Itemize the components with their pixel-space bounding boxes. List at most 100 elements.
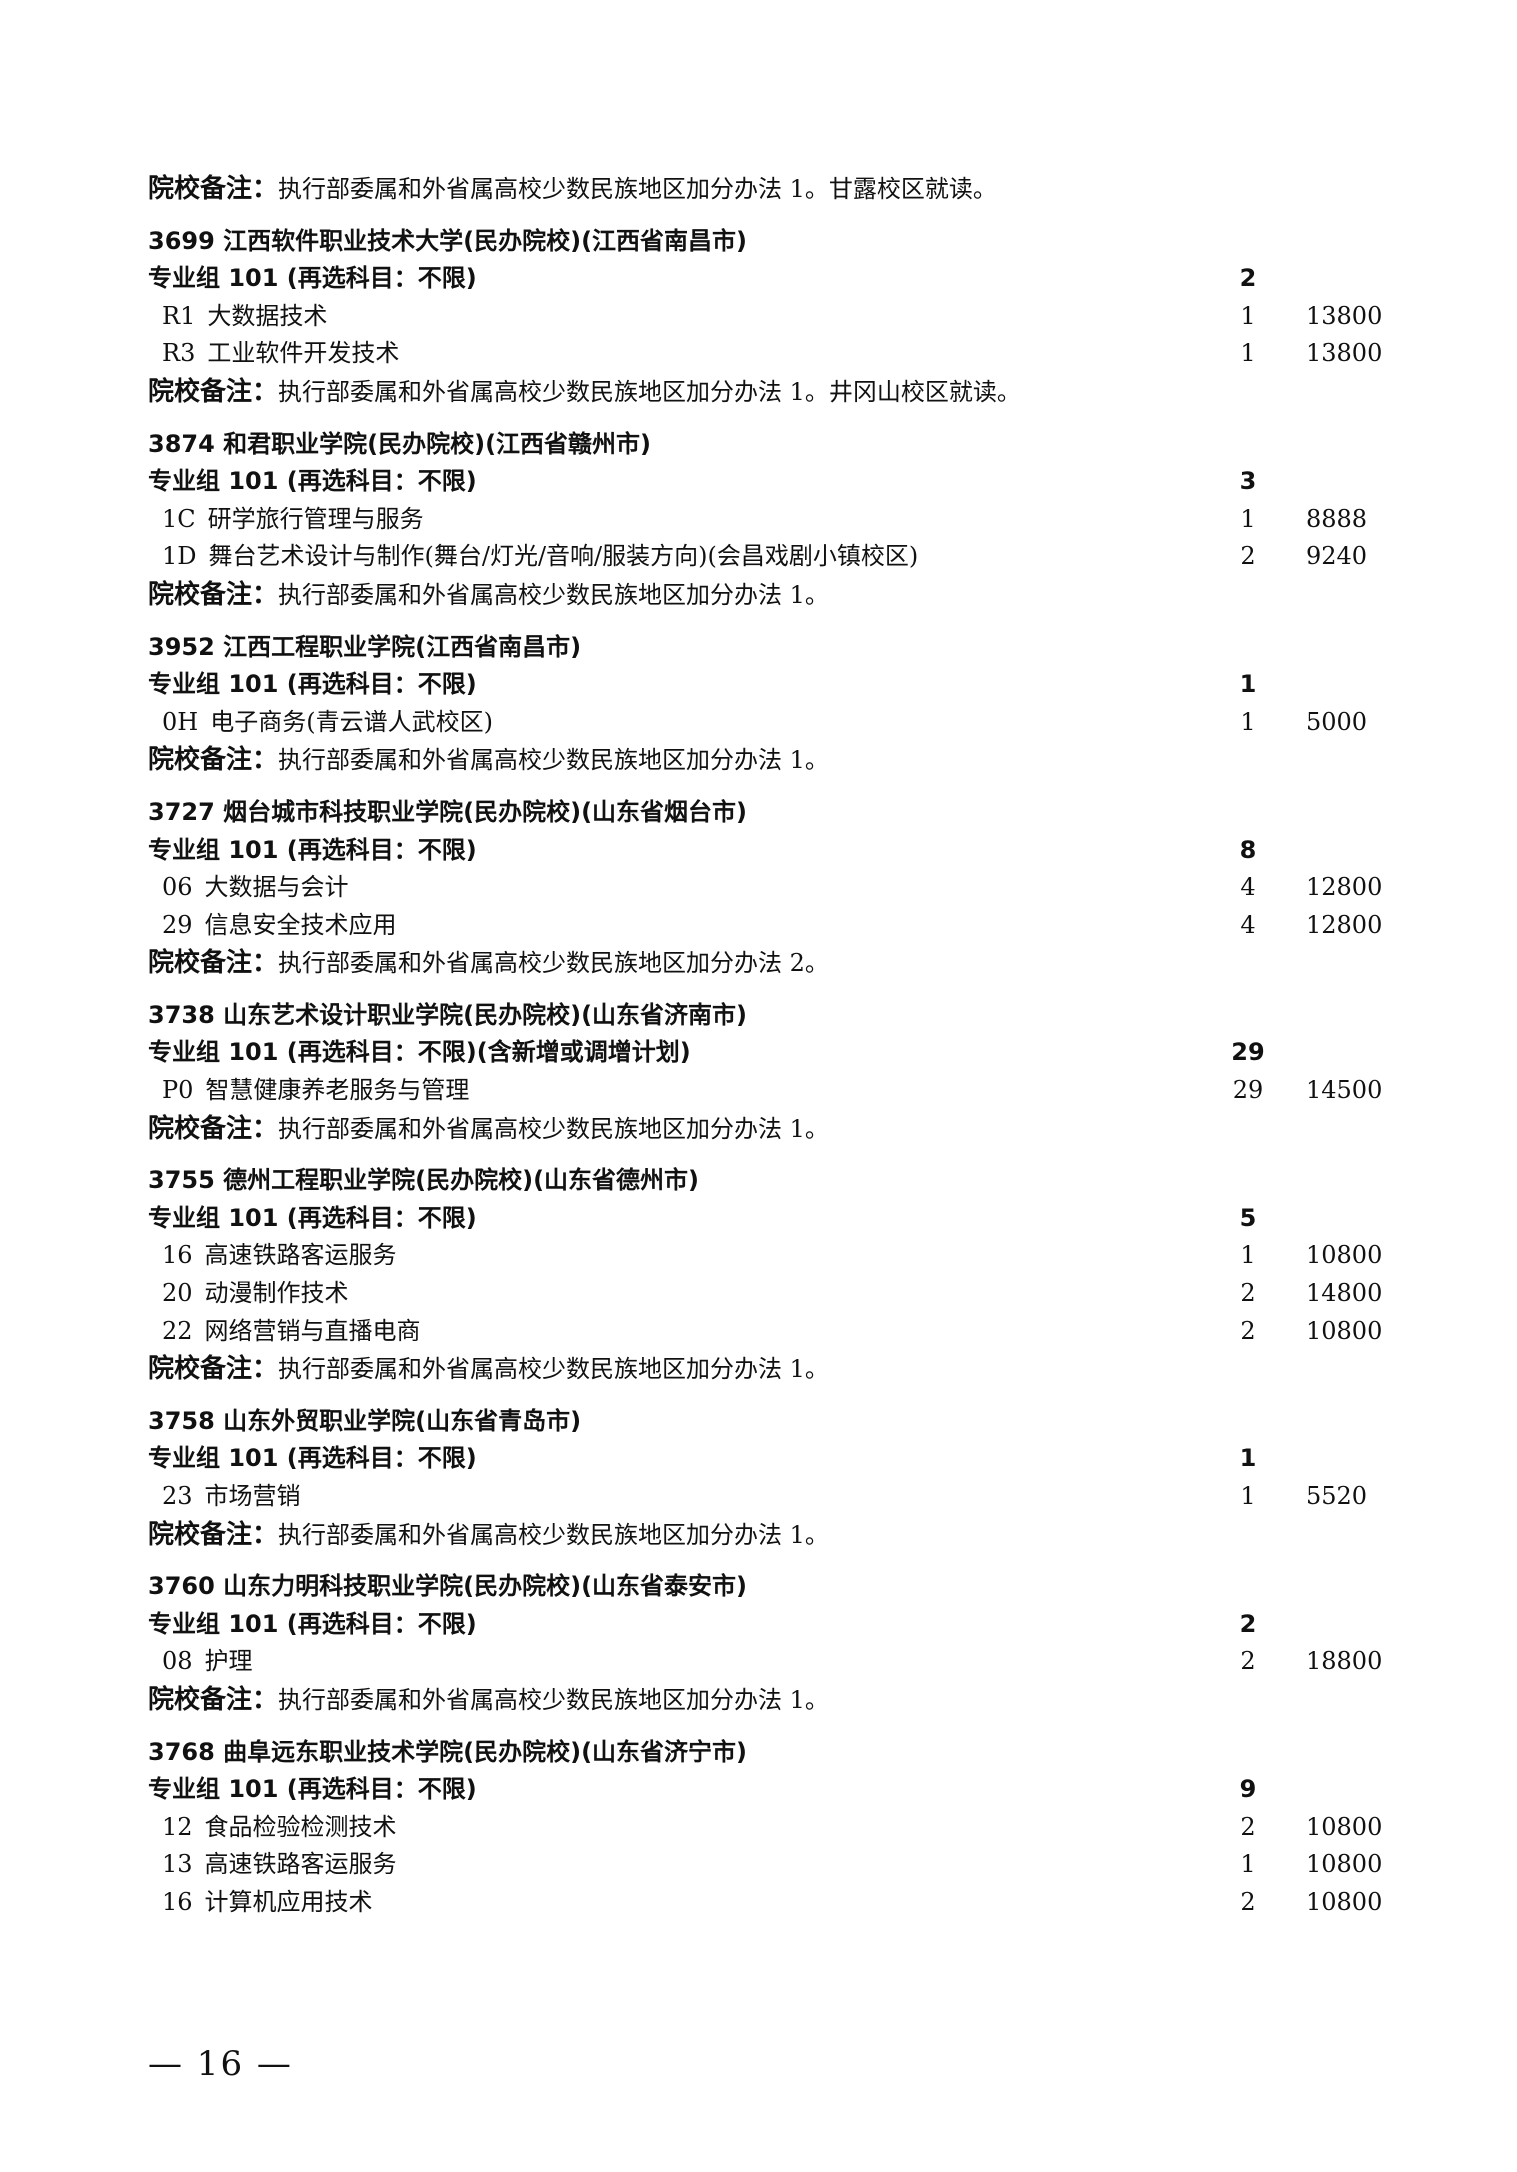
major-fee: 10800 [1306,1812,1383,1841]
major-row: 29 信息安全技术应用 4 12800 [148,907,1408,945]
major-group: 专业组 101 (再选科目：不限) 1 [148,666,1408,704]
group-label: 专业组 101 (再选科目：不限) [148,835,477,864]
major-row: R1 大数据技术 1 13800 [148,298,1408,336]
group-count: 8 [1239,835,1257,864]
major-count: 29 [1232,1076,1264,1105]
remark-label: 院校备注： [148,948,279,979]
major-name: 市场营销 [204,1482,301,1510]
group-label: 专业组 101 (再选科目：不限) [148,264,477,293]
major-code: 29 [162,910,193,939]
major-count: 1 [1240,504,1256,533]
school-header: 3727 烟台城市科技职业学院(民办院校)(山东省烟台市) [148,797,748,826]
remark-label: 院校备注： [148,1354,279,1385]
group-count: 1 [1239,1444,1257,1473]
major-row: 12 食品检验检测技术 2 10800 [148,1809,1408,1847]
group-label: 专业组 101 (再选科目：不限) [148,1775,477,1804]
major-count: 1 [1240,1241,1256,1270]
group-label: 专业组 101 (再选科目：不限)(含新增或调增计划) [148,1038,691,1067]
major-row: 16 高速铁路客运服务 1 10800 [148,1237,1408,1275]
major-group: 专业组 101 (再选科目：不限) 9 [148,1771,1408,1809]
major-name: 高速铁路客运服务 [204,1241,397,1270]
group-count: 2 [1239,264,1257,293]
major-count: 1 [1240,1850,1256,1879]
school-block: 3952 江西工程职业学院(江西省南昌市) 专业组 101 (再选科目：不限) 1 0… [148,629,1408,779]
major-count: 1 [1240,301,1256,330]
major-row: 1D 舞台艺术设计与制作(舞台/灯光/音响/服装方向)(会昌戏剧小镇校区) 2 924… [148,538,1408,576]
remark-text: 执行部委属和外省属高校少数民族地区加分办法 1。 [278,1355,829,1384]
major-name: 大数据与会计 [204,873,349,902]
major-group: 专业组 101 (再选科目：不限) 2 [148,260,1408,298]
major-name: 动漫制作技术 [204,1279,349,1308]
major-group: 专业组 101 (再选科目：不限) 3 [148,463,1408,501]
remark-text: 执行部委属和外省属高校少数民族地区加分办法 1。 [278,1114,829,1143]
major-name: 工业软件开发技术 [207,339,400,368]
remark-label: 院校备注： [148,1519,279,1550]
major-code: P0 [162,1076,194,1105]
major-fee: 10800 [1306,1850,1383,1879]
remark-label: 院校备注： [148,174,279,204]
major-row: 08 护理 2 18800 [148,1643,1408,1681]
group-count: 2 [1239,1609,1257,1638]
school-block: 3874 和君职业学院(民办院校)(江西省赣州市) 专业组 101 (再选科目：不… [148,426,1408,614]
major-count: 2 [1240,1279,1256,1308]
school-remark: 院校备注：执行部委属和外省属高校少数民族地区加分办法 1。 [148,741,1408,779]
major-code: 22 [162,1316,193,1345]
remark-text: 执行部委属和外省属高校少数民族地区加分办法 1。 [278,1685,829,1714]
major-name: 智慧健康养老服务与管理 [205,1076,470,1105]
school-remark: 院校备注：执行部委属和外省属高校少数民族地区加分办法 1。甘露校区就读。 [148,170,1408,208]
major-group: 专业组 101 (再选科目：不限) 1 [148,1440,1408,1478]
group-count: 5 [1239,1203,1257,1232]
major-code: 1C [162,504,196,533]
school-block: 3758 山东外贸职业学院(山东省青岛市) 专业组 101 (再选科目：不限) 1 2… [148,1403,1408,1553]
major-count: 2 [1240,1316,1256,1345]
major-count: 2 [1240,1812,1256,1841]
group-label: 专业组 101 (再选科目：不限) [148,1444,477,1473]
school-block: 3727 烟台城市科技职业学院(民办院校)(山东省烟台市) 专业组 101 (再选… [148,794,1408,982]
major-count: 1 [1240,339,1256,368]
group-label: 专业组 101 (再选科目：不限) [148,1609,477,1638]
school-remark: 院校备注：执行部委属和外省属高校少数民族地区加分办法 1。井冈山校区就读。 [148,373,1408,411]
school-remark: 院校备注：执行部委属和外省属高校少数民族地区加分办法 2。 [148,944,1408,982]
remark-text: 执行部委属和外省属高校少数民族地区加分办法 1。甘露校区就读。 [278,175,997,203]
major-code: 20 [162,1279,193,1308]
school-header: 3874 和君职业学院(民办院校)(江西省赣州市) [148,429,652,458]
remark-label: 院校备注： [148,1113,279,1144]
major-group: 专业组 101 (再选科目：不限)(含新增或调增计划) 29 [148,1034,1408,1072]
school-header: 3738 山东艺术设计职业学院(民办院校)(山东省济南市) [148,1000,748,1029]
major-row: P0 智慧健康养老服务与管理 29 14500 [148,1072,1408,1110]
major-row: 16 计算机应用技术 2 10800 [148,1884,1408,1922]
major-fee: 10800 [1306,1241,1383,1270]
major-fee: 9240 [1306,542,1368,571]
major-code: 08 [162,1647,193,1676]
major-fee: 13800 [1306,301,1383,330]
major-code: 13 [162,1850,193,1879]
major-fee: 14500 [1306,1076,1383,1105]
major-row: 13 高速铁路客运服务 1 10800 [148,1846,1408,1884]
major-name: 食品检验检测技术 [204,1812,397,1841]
major-name: 护理 [204,1647,253,1676]
major-count: 2 [1240,1887,1256,1916]
school-remark: 院校备注：执行部委属和外省属高校少数民族地区加分办法 1。 [148,1350,1408,1388]
major-row: 20 动漫制作技术 2 14800 [148,1275,1408,1313]
major-name: 研学旅行管理与服务 [207,504,424,533]
major-row: 06 大数据与会计 4 12800 [148,869,1408,907]
major-count: 1 [1240,707,1256,736]
major-code: 16 [162,1241,193,1270]
group-count: 9 [1239,1775,1257,1804]
major-row: 23 市场营销 1 5520 [148,1478,1408,1516]
school-block: 3699 江西软件职业技术大学(民办院校)(江西省南昌市) 专业组 101 (再选… [148,223,1408,411]
school-remark: 院校备注：执行部委属和外省属高校少数民族地区加分办法 1。 [148,1516,1408,1554]
major-code: 06 [162,873,193,902]
major-fee: 18800 [1306,1647,1383,1676]
major-code: R1 [162,301,196,330]
major-name: 计算机应用技术 [204,1887,373,1916]
major-group: 专业组 101 (再选科目：不限) 8 [148,832,1408,870]
group-label: 专业组 101 (再选科目：不限) [148,670,477,699]
group-label: 专业组 101 (再选科目：不限) [148,467,477,496]
major-fee: 14800 [1306,1279,1383,1308]
school-header: 3952 江西工程职业学院(江西省南昌市) [148,632,582,661]
school-remark: 院校备注：执行部委属和外省属高校少数民族地区加分办法 1。 [148,1681,1408,1719]
school-header: 3760 山东力明科技职业学院(民办院校)(山东省泰安市) [148,1572,748,1601]
remark-label: 院校备注： [148,376,279,407]
major-row: 1C 研学旅行管理与服务 1 8888 [148,501,1408,539]
